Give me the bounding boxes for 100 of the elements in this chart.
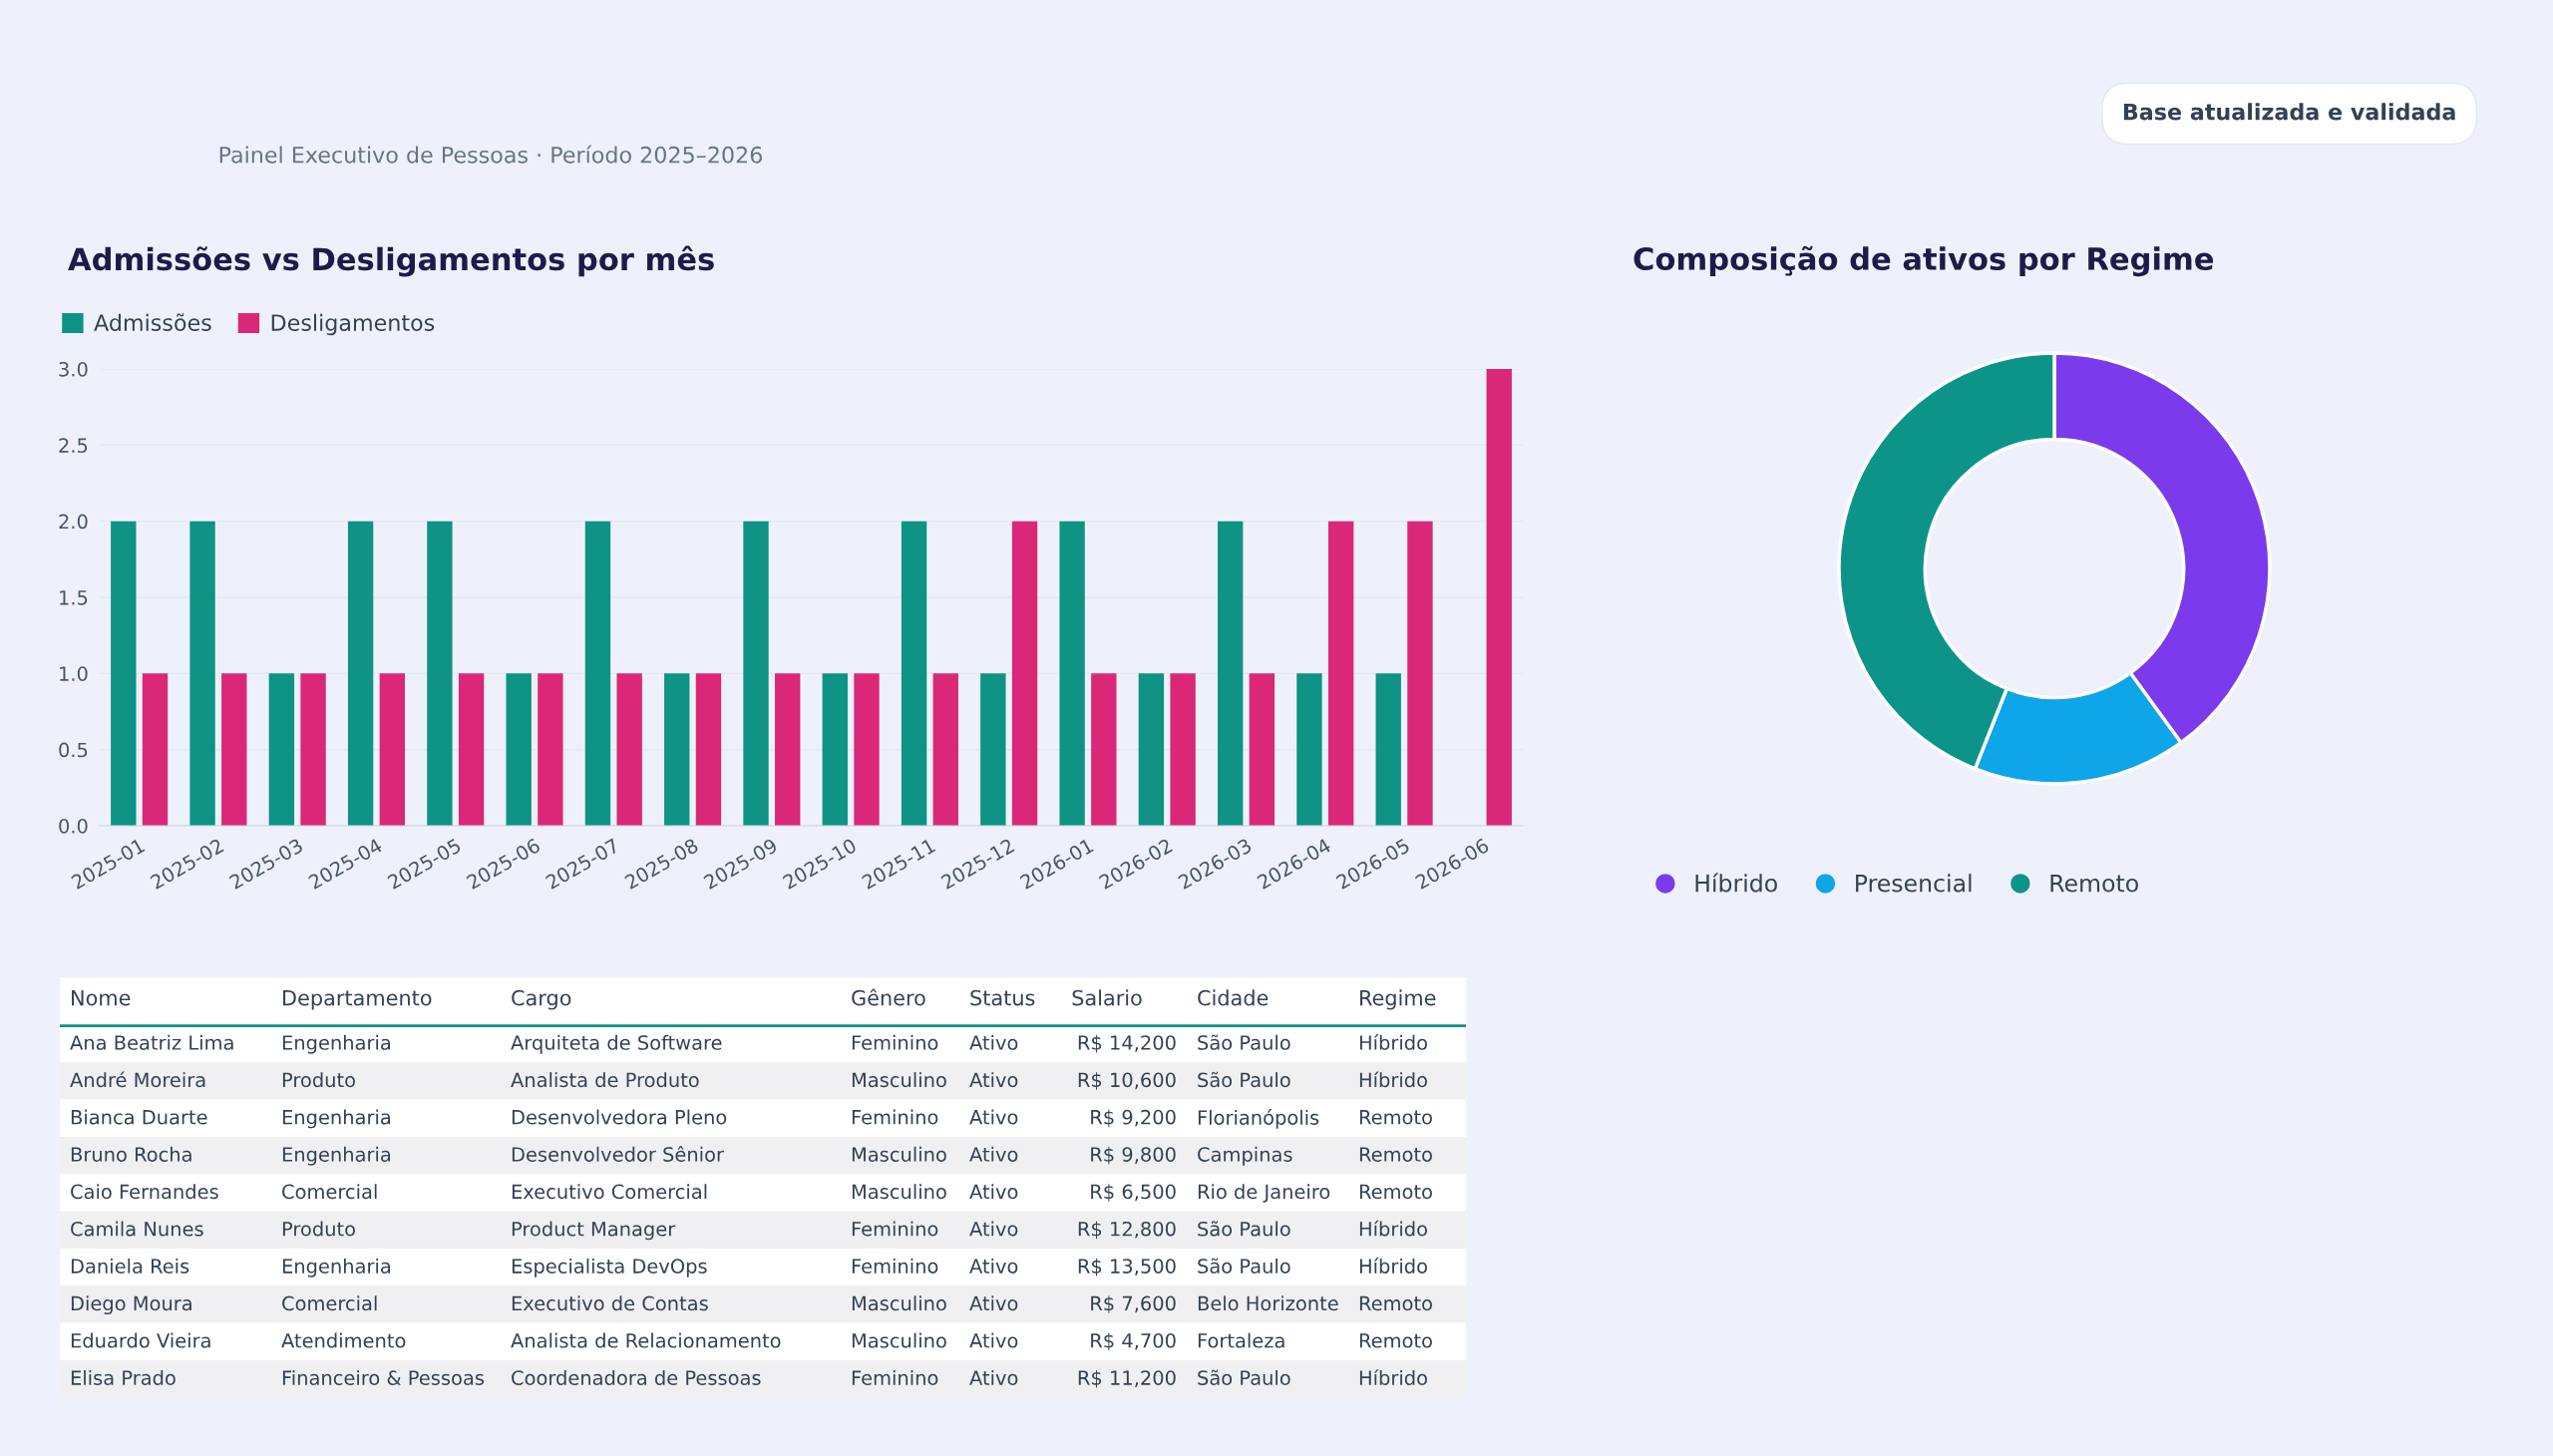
category-label: Salario — [1072, 989, 1142, 1006]
text: Desenvolvedora Pleno — [512, 1109, 727, 1125]
bar — [1059, 521, 1085, 826]
category-label: Departamento — [283, 989, 432, 1010]
bar — [111, 521, 137, 826]
text: Ativo — [969, 1295, 1018, 1311]
chart-title: Admissões vs Desligamentos por mês — [68, 245, 714, 277]
text: Florianópolis — [1198, 1109, 1319, 1129]
text: Feminino — [852, 1258, 938, 1274]
y-tick-label: 0.0 — [59, 818, 88, 834]
bar — [1170, 673, 1196, 826]
text: R$ 14,200 — [1078, 1034, 1176, 1053]
text: Remoto — [1359, 1147, 1432, 1162]
text: Campinas — [1198, 1146, 1292, 1166]
text: Ativo — [969, 1184, 1018, 1200]
text: Remoto — [1359, 1110, 1432, 1125]
bar — [1217, 521, 1244, 826]
text: São Paulo — [1198, 1221, 1290, 1237]
text: Ativo — [969, 1332, 1018, 1348]
text: Masculino — [852, 1184, 946, 1200]
y-tick-label: 2.0 — [59, 514, 88, 530]
bar — [1407, 521, 1433, 826]
text: Remoto — [1359, 1295, 1432, 1311]
text: São Paulo — [1198, 1369, 1290, 1385]
text: Ativo — [969, 1258, 1018, 1274]
legend-label: Admissões — [94, 313, 211, 331]
text: Híbrido — [1359, 1369, 1427, 1385]
text: Bruno Rocha — [71, 1146, 191, 1162]
bar — [189, 521, 215, 826]
text: Feminino — [852, 1034, 938, 1050]
text: Daniela Reis — [71, 1258, 189, 1274]
bar — [1296, 673, 1322, 826]
category-label: Status — [970, 989, 1035, 1006]
text: Desenvolvedor Sênior — [512, 1146, 724, 1162]
bar — [1091, 673, 1117, 826]
bar — [743, 521, 769, 826]
text: Ativo — [969, 1109, 1018, 1125]
category-label: Nome — [72, 989, 131, 1006]
y-tick-label: 2.5 — [59, 438, 88, 453]
chart-title: Composição de ativos por Regime — [1634, 245, 2214, 277]
text: Remoto — [1359, 1184, 1432, 1200]
text: Camila Nunes — [71, 1221, 203, 1237]
text: Belo Horizonte — [1198, 1295, 1338, 1311]
text: R$ 9,800 — [1091, 1146, 1176, 1165]
bar — [1375, 673, 1401, 826]
bar — [268, 673, 295, 826]
text: Engenharia — [282, 1258, 391, 1277]
text: R$ 7,600 — [1091, 1295, 1176, 1313]
text: Híbrido — [1359, 1258, 1427, 1274]
text: Elisa Prado — [71, 1369, 176, 1385]
text: Eduardo Vieira — [71, 1332, 210, 1348]
bar — [901, 521, 927, 826]
text: Ativo — [969, 1072, 1018, 1088]
text: Diego Moura — [71, 1295, 191, 1315]
text: R$ 13,500 — [1078, 1258, 1176, 1276]
text: Analista de Produto — [511, 1072, 699, 1088]
y-tick-label: 0.5 — [59, 742, 88, 758]
text: Híbrido — [1359, 1071, 1427, 1088]
text: Atendimento — [281, 1332, 406, 1348]
y-tick-label: 1.5 — [60, 590, 88, 605]
text: Masculino — [852, 1295, 946, 1311]
text: Ana Beatriz Lima — [70, 1034, 233, 1050]
bar — [1138, 673, 1165, 826]
text: Masculino — [852, 1072, 946, 1088]
text: R$ 11,200 — [1078, 1369, 1176, 1388]
bar — [506, 673, 532, 826]
bar — [854, 673, 880, 826]
text: Masculino — [852, 1332, 946, 1348]
bar — [427, 521, 453, 826]
bar — [980, 673, 1006, 826]
text: Fortaleza — [1198, 1332, 1284, 1348]
category-label: Cidade — [1198, 989, 1269, 1006]
text: São Paulo — [1198, 1258, 1290, 1274]
text: Engenharia — [282, 1109, 391, 1129]
text: Ativo — [969, 1221, 1018, 1237]
text: Comercial — [282, 1295, 377, 1311]
bar — [538, 673, 563, 826]
bar — [616, 673, 642, 826]
bar — [458, 673, 485, 826]
text: Produto — [282, 1221, 355, 1237]
text: Arquiteta de Software — [511, 1034, 722, 1054]
y-tick-label: 1.0 — [60, 666, 88, 681]
text: Ativo — [969, 1146, 1018, 1162]
text: Remoto — [1359, 1333, 1432, 1348]
text: São Paulo — [1198, 1071, 1290, 1088]
text: Analista de Relacionamento — [511, 1332, 781, 1348]
bar — [1486, 369, 1512, 826]
text: R$ 12,800 — [1078, 1221, 1176, 1240]
bar — [347, 521, 374, 826]
bar — [142, 673, 169, 826]
text: R$ 6,500 — [1091, 1184, 1176, 1202]
bar — [1327, 521, 1354, 826]
y-tick-label: 3.0 — [59, 361, 88, 377]
text: Híbrido — [1359, 1220, 1427, 1237]
text: R$ 10,600 — [1078, 1072, 1176, 1090]
text: Híbrido — [1359, 1034, 1427, 1050]
text: Engenharia — [282, 1034, 391, 1054]
text: Produto — [282, 1072, 355, 1088]
bar — [932, 673, 958, 826]
bar — [221, 673, 247, 826]
